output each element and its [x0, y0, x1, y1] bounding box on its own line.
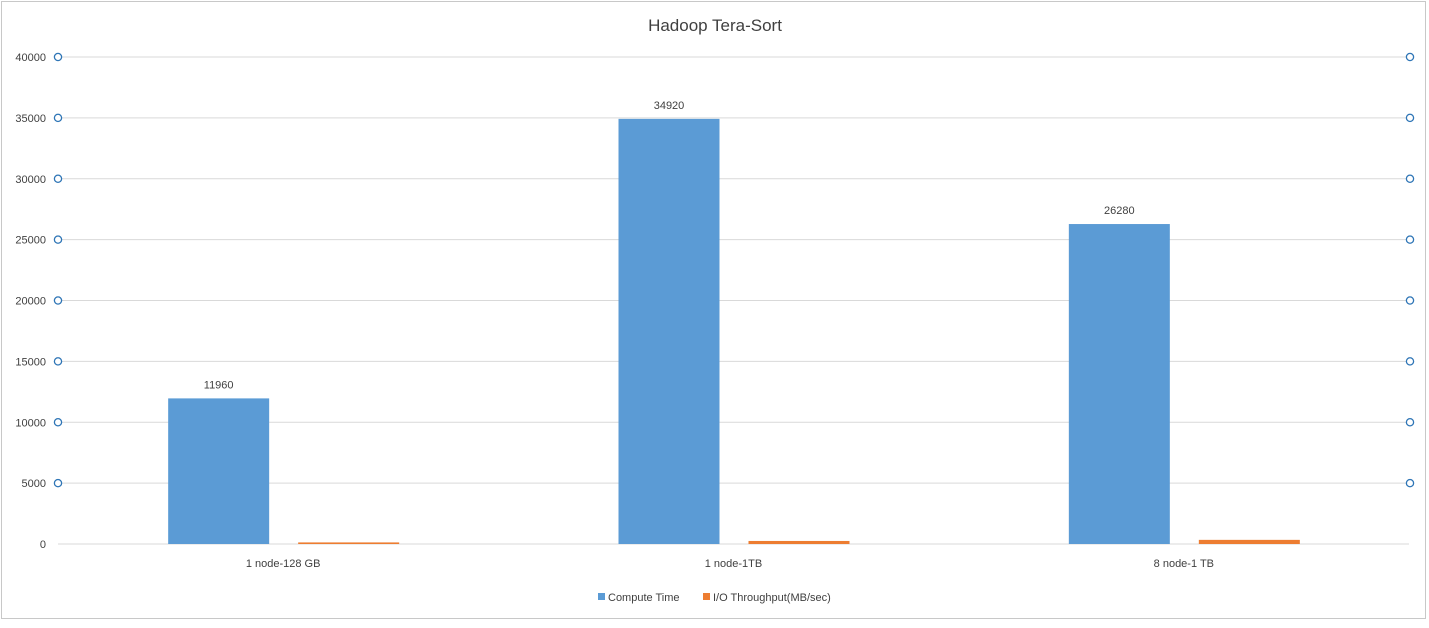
bar-compute-time [168, 398, 270, 544]
data-label: 26280 [1104, 205, 1135, 217]
resize-handle-right[interactable] [1405, 296, 1415, 305]
resize-handle-left[interactable] [53, 113, 63, 123]
y-tick-label: 5000 [22, 478, 46, 490]
data-labels: 11960 34920 26280 [204, 100, 1135, 392]
y-axis-ticks: 0 5000 10000 15000 20000 25000 30000 35000 40000 [15, 52, 46, 551]
resize-handle-left[interactable] [53, 174, 63, 183]
y-tick-label: 40000 [15, 52, 46, 64]
y-tick-label: 15000 [15, 356, 46, 368]
selection-handles[interactable] [53, 52, 1415, 488]
bar-io-throughput [748, 540, 850, 544]
gridlines [58, 56, 1409, 545]
y-tick-label: 35000 [15, 113, 46, 125]
bars [168, 118, 1300, 544]
bar-compute-time [618, 118, 720, 544]
resize-handle-right[interactable] [1405, 478, 1415, 488]
resize-handle-left[interactable] [53, 52, 63, 62]
y-tick-label: 30000 [15, 174, 46, 186]
resize-handle-left[interactable] [53, 296, 63, 305]
bar-io-throughput [1198, 539, 1300, 544]
legend-label: I/O Throughput(MB/sec) [713, 592, 831, 604]
y-tick-label: 25000 [15, 235, 46, 247]
legend: Compute Time I/O Throughput(MB/sec) [598, 592, 831, 604]
resize-handle-left[interactable] [53, 478, 63, 488]
resize-handle-right[interactable] [1405, 113, 1415, 123]
bar-io-throughput [298, 542, 400, 544]
legend-swatch [598, 593, 605, 600]
x-category-label: 1 node-128 GB [246, 558, 321, 570]
y-tick-label: 10000 [15, 417, 46, 429]
x-category-label: 8 node-1 TB [1154, 558, 1214, 570]
resize-handle-left[interactable] [53, 357, 63, 366]
legend-swatch [703, 593, 710, 600]
x-category-label: 1 node-1TB [705, 558, 762, 570]
data-label: 11960 [204, 379, 234, 391]
chart-title: Hadoop Tera-Sort [648, 16, 782, 35]
y-tick-label: 0 [40, 539, 46, 551]
resize-handle-left[interactable] [53, 417, 63, 427]
resize-handle-right[interactable] [1405, 174, 1415, 183]
bar-compute-time [1068, 224, 1170, 544]
y-tick-label: 20000 [15, 296, 46, 308]
data-label: 34920 [654, 100, 685, 112]
resize-handle-right[interactable] [1405, 52, 1415, 62]
resize-handle-left[interactable] [53, 235, 63, 244]
legend-label: Compute Time [608, 592, 680, 604]
resize-handle-right[interactable] [1405, 235, 1415, 244]
x-axis-categories: 1 node-128 GB 1 node-1TB 8 node-1 TB [246, 558, 1214, 570]
resize-handle-right[interactable] [1405, 417, 1415, 427]
resize-handle-right[interactable] [1405, 357, 1415, 366]
